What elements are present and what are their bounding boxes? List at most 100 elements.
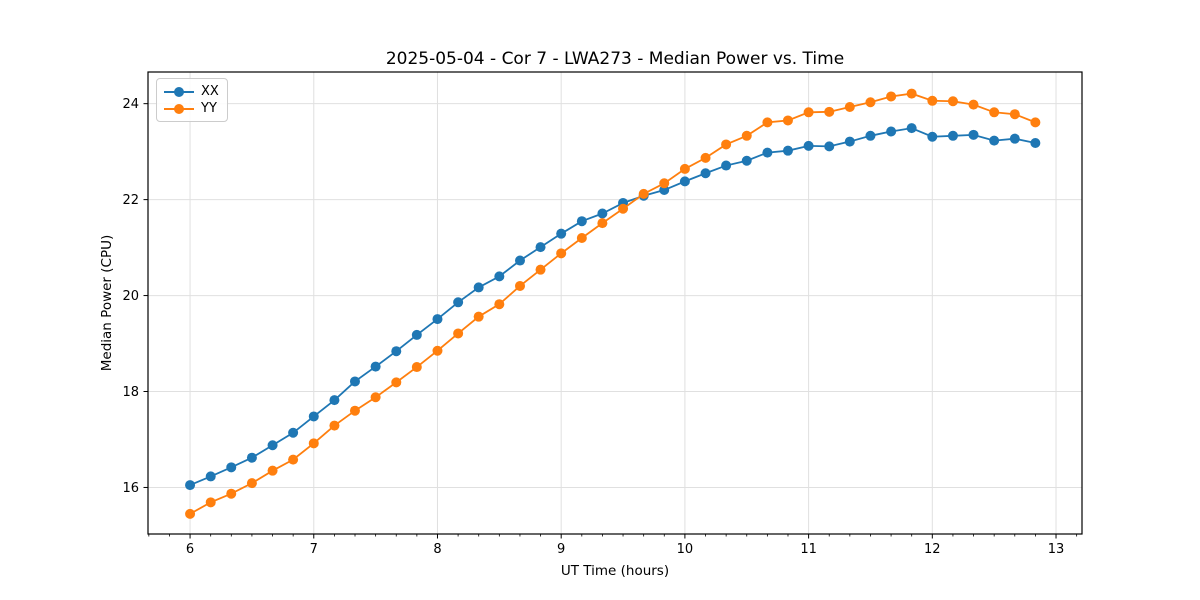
data-point-yy xyxy=(741,130,752,141)
data-point-xx xyxy=(576,216,587,227)
legend-label-xx: XX xyxy=(201,83,219,99)
x-tick-label: 12 xyxy=(924,542,941,557)
data-point-yy xyxy=(535,264,546,275)
y-tick-label: 16 xyxy=(122,481,139,496)
data-point-yy xyxy=(824,106,835,117)
data-point-yy xyxy=(968,99,979,110)
data-point-yy xyxy=(246,478,257,489)
data-point-xx xyxy=(1030,138,1041,149)
data-point-xx xyxy=(329,395,340,406)
axes-frame xyxy=(147,71,1083,535)
data-point-xx xyxy=(349,376,360,387)
data-point-xx xyxy=(782,145,793,156)
legend: XX YY xyxy=(156,78,228,122)
x-tick-label: 8 xyxy=(433,542,441,557)
data-point-xx xyxy=(432,314,443,325)
data-point-xx xyxy=(906,123,917,134)
data-point-xx xyxy=(762,147,773,158)
data-point-yy xyxy=(721,139,732,150)
data-point-yy xyxy=(906,88,917,99)
data-point-xx xyxy=(370,361,381,372)
series-line-xx xyxy=(189,127,1036,486)
data-point-yy xyxy=(226,488,237,499)
data-point-xx xyxy=(679,176,690,187)
data-point-xx xyxy=(473,282,484,293)
y-tick-label: 22 xyxy=(122,193,139,208)
data-point-yy xyxy=(391,377,402,388)
data-point-yy xyxy=(638,188,649,199)
data-point-yy xyxy=(308,438,319,449)
data-point-xx xyxy=(1009,133,1020,144)
data-point-xx xyxy=(246,452,257,463)
data-point-xx xyxy=(453,297,464,308)
data-point-xx xyxy=(927,131,938,142)
data-point-yy xyxy=(349,405,360,416)
data-point-xx xyxy=(947,130,958,141)
data-point-yy xyxy=(618,203,629,214)
data-point-yy xyxy=(185,508,196,519)
data-point-xx xyxy=(288,427,299,438)
data-point-yy xyxy=(514,280,525,291)
data-point-yy xyxy=(205,497,216,508)
data-point-xx xyxy=(968,129,979,140)
data-point-yy xyxy=(886,91,897,102)
data-point-yy xyxy=(370,392,381,403)
data-point-yy xyxy=(267,465,278,476)
data-point-yy xyxy=(803,107,814,118)
x-tick-label: 11 xyxy=(800,542,817,557)
data-point-yy xyxy=(473,311,484,322)
data-point-yy xyxy=(1009,109,1020,120)
data-point-yy xyxy=(844,102,855,113)
data-point-xx xyxy=(185,480,196,491)
data-point-xx xyxy=(803,140,814,151)
chart-title: 2025-05-04 - Cor 7 - LWA273 - Median Pow… xyxy=(385,49,845,69)
x-tick-label: 6 xyxy=(186,542,194,557)
legend-line-marker-xx xyxy=(164,86,194,97)
legend-item-yy: YY xyxy=(164,101,219,117)
data-point-xx xyxy=(411,329,422,340)
x-tick-label: 7 xyxy=(310,542,318,557)
data-point-yy xyxy=(947,96,958,107)
data-point-xx xyxy=(494,271,505,282)
data-point-yy xyxy=(411,362,422,373)
data-point-xx xyxy=(721,160,732,171)
data-point-yy xyxy=(288,454,299,465)
legend-item-xx: XX xyxy=(164,84,219,100)
data-point-xx xyxy=(865,130,876,141)
data-point-xx xyxy=(886,126,897,137)
data-point-xx xyxy=(597,208,608,219)
data-point-yy xyxy=(865,97,876,108)
series-line-yy xyxy=(189,92,1036,515)
data-point-yy xyxy=(782,115,793,126)
legend-line-marker-yy xyxy=(164,103,194,114)
data-point-xx xyxy=(514,255,525,266)
y-tick-label: 24 xyxy=(122,97,139,112)
data-point-xx xyxy=(267,440,278,451)
y-tick-label: 20 xyxy=(122,289,139,304)
data-point-yy xyxy=(679,163,690,174)
data-point-yy xyxy=(659,178,670,189)
x-tick-label: 10 xyxy=(677,542,694,557)
data-point-xx xyxy=(308,411,319,422)
data-point-yy xyxy=(927,95,938,106)
data-point-xx xyxy=(700,168,711,179)
data-point-yy xyxy=(700,152,711,163)
data-point-yy xyxy=(597,218,608,229)
data-point-xx xyxy=(741,155,752,166)
data-point-xx xyxy=(556,228,567,239)
data-point-xx xyxy=(844,136,855,147)
data-point-yy xyxy=(1030,117,1041,128)
data-point-xx xyxy=(226,462,237,473)
data-point-xx xyxy=(989,135,1000,146)
data-point-xx xyxy=(391,346,402,357)
data-point-yy xyxy=(453,328,464,339)
data-point-yy xyxy=(989,107,1000,118)
data-point-xx xyxy=(535,242,546,253)
data-point-xx xyxy=(205,471,216,482)
data-point-yy xyxy=(556,248,567,259)
data-point-yy xyxy=(494,299,505,310)
y-tick-label: 18 xyxy=(122,385,139,400)
data-point-yy xyxy=(762,117,773,128)
